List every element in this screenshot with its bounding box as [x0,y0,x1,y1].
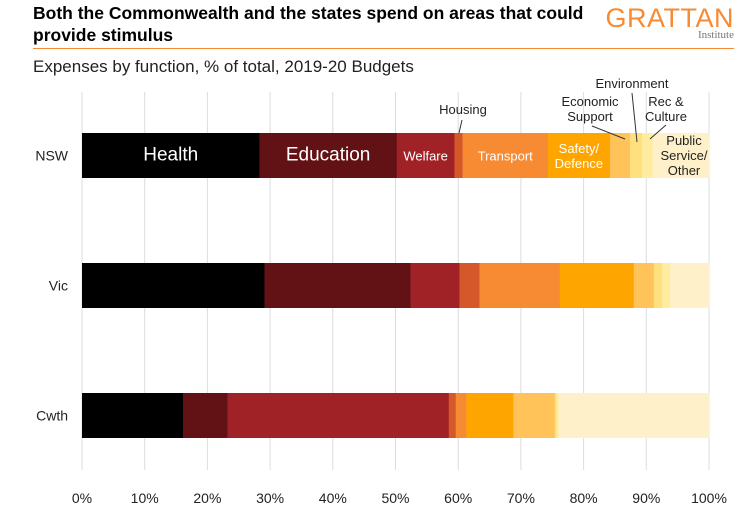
segment-label: Defence [555,156,603,171]
bar-segment-welfare [227,393,450,438]
callout-label: Culture [645,109,687,124]
segment-label: Health [143,145,198,166]
bar-segment-health [82,393,184,438]
segment-label: Education [286,145,371,166]
bar-segment-economic-support [609,133,631,178]
bar-segment-health [82,133,260,178]
bar-segment-public-service-other [670,263,710,308]
callout-line [591,125,626,140]
x-tick-label: 90% [632,490,660,506]
segment-label: Other [668,163,701,178]
chart-subtitle: Expenses by function, % of total, 2019-2… [33,57,414,76]
callout-label: Environment [596,76,669,91]
x-tick-label: 60% [444,490,472,506]
logo-main: GRATTAN [605,3,734,33]
x-tick-label: 50% [381,490,409,506]
bar-segment-rec-culture [641,133,653,178]
bar-segment-safety-defence [466,393,514,438]
bar-segment-health [82,263,265,308]
callout-label: Housing [439,102,487,117]
callout-line [631,92,638,143]
callout-line [649,124,667,140]
bar-segment-housing [448,393,456,438]
segment-label: Service/ [661,148,708,163]
bar-segment-housing [459,263,480,308]
segment-label: Safety/ [559,141,600,156]
x-tick-label: 0% [72,490,92,506]
callout-line [458,119,463,134]
bar-segment-economic-support [633,263,655,308]
bar-segment-education [259,133,398,178]
bar-segment-education [182,393,228,438]
y-category-label: Vic [49,278,68,294]
bar-segment-environment [554,393,557,438]
bar-segment-transport [479,263,561,308]
x-tick-label: 30% [256,490,284,506]
bar-segment-economic-support [513,393,556,438]
x-tick-label: 20% [193,490,221,506]
x-tick-label: 40% [319,490,347,506]
bar-segment-transport [462,133,549,178]
title-rule [33,48,734,49]
grattan-logo: GRATTAN Institute [606,4,735,41]
segment-label: Welfare [403,149,448,164]
bar-segment-environment [653,263,663,308]
bar-segment-education [264,263,411,308]
bar-segment-environment [629,133,643,178]
callout-label: Rec & [648,94,684,109]
bar-segment-welfare [396,133,455,178]
x-tick-label: 10% [131,490,159,506]
bar-segment-housing [454,133,463,178]
y-category-label: NSW [35,148,68,164]
bar-segment-safety-defence [547,133,611,178]
bar-segment-welfare [410,263,460,308]
bar-segment-public-service-other [652,133,710,178]
x-tick-label: 70% [507,490,535,506]
callout-label: Economic [561,94,619,109]
bar-segment-rec-culture [556,393,559,438]
chart-title: Both the Commonwealth and the states spe… [33,3,584,45]
x-tick-label: 100% [691,490,727,506]
bar-segment-rec-culture [661,263,671,308]
bar-segment-transport [455,393,467,438]
segment-label: Public [666,133,702,148]
bar-segment-public-service-other [558,393,710,438]
x-tick-label: 80% [570,490,598,506]
logo-sub: Institute [697,29,734,41]
segment-label: Transport [478,149,534,164]
bar-segment-safety-defence [559,263,635,308]
y-category-label: Cwth [36,408,68,424]
callout-label: Support [567,109,613,124]
